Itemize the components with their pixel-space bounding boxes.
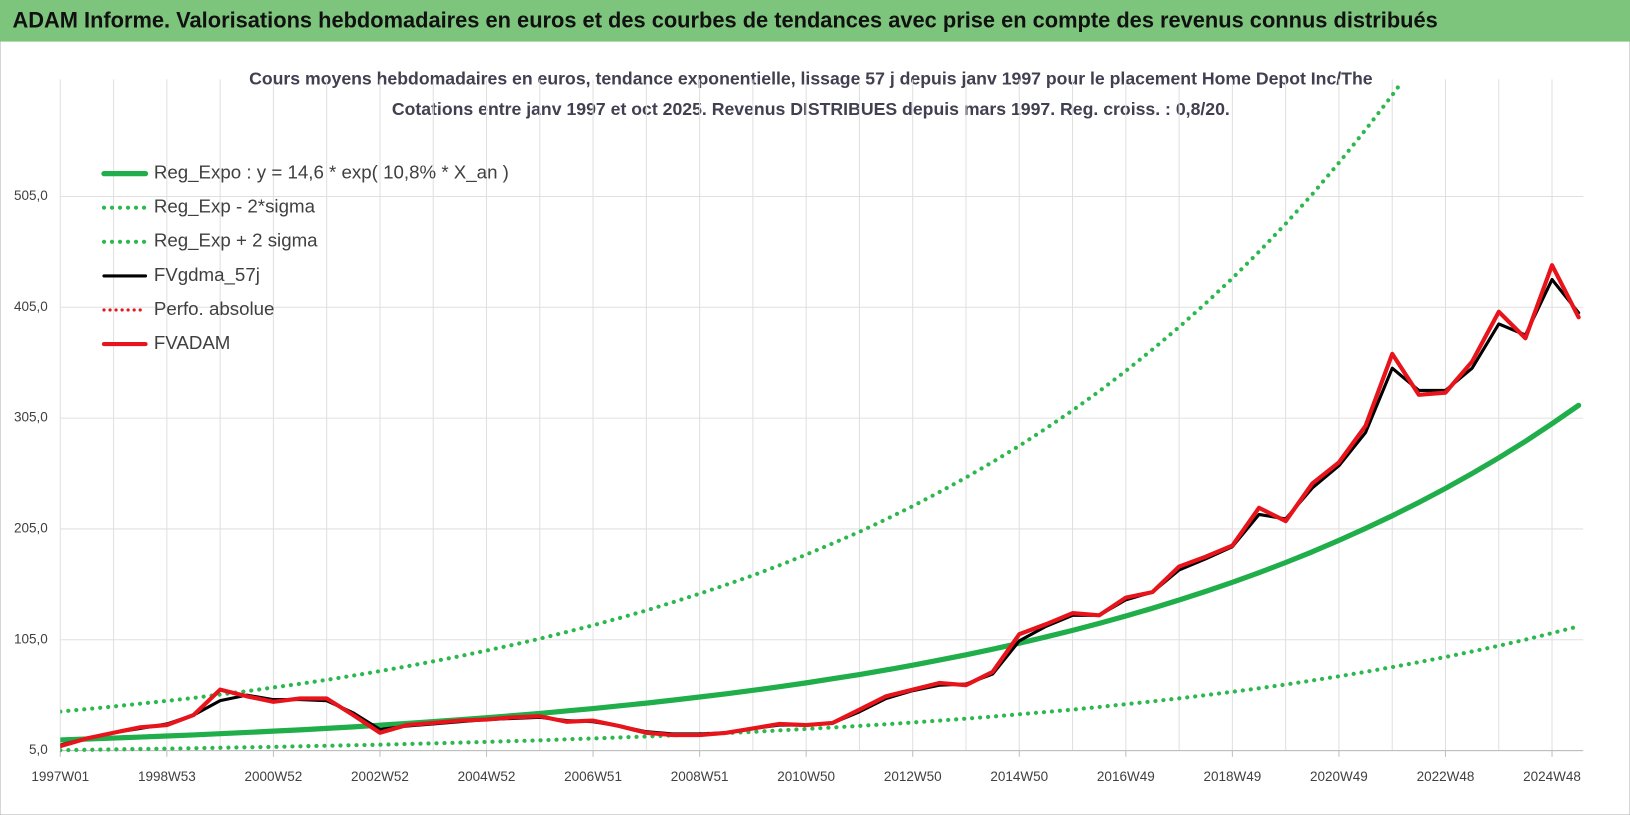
legend-label: Reg_Exp - 2*sigma <box>154 196 316 218</box>
series-line <box>60 263 1581 749</box>
x-tick-label: 2024W48 <box>1523 769 1581 784</box>
x-tick-label: 2004W52 <box>458 769 516 784</box>
series-line <box>60 624 1581 753</box>
x-tick-label: 2002W52 <box>351 769 409 784</box>
legend-label: Perfo. absolue <box>154 298 275 319</box>
x-tick-label: 2010W50 <box>777 769 835 784</box>
x-tick-label: 2008W51 <box>671 769 729 784</box>
x-tick-label: 1997W01 <box>31 769 89 784</box>
plot-area <box>60 83 1582 753</box>
x-tick-label: 2016W49 <box>1097 769 1155 784</box>
legend-label: FVgdma_57j <box>154 264 260 286</box>
y-tick-label: 405,0 <box>14 299 48 314</box>
x-tick-label: 2018W49 <box>1203 769 1261 784</box>
x-tick-label: 2022W48 <box>1417 769 1475 784</box>
y-tick-label: 505,0 <box>14 188 48 203</box>
y-tick-label: 305,0 <box>14 410 48 425</box>
header-bar <box>0 0 1630 42</box>
x-tick-label: 2012W50 <box>884 769 942 784</box>
x-tick-label: 2000W52 <box>245 769 303 784</box>
x-tick-label: 2020W49 <box>1310 769 1368 784</box>
y-tick-label: 205,0 <box>14 520 48 535</box>
chart-title: Cours moyens hebdomadaires en euros, ten… <box>249 69 1373 89</box>
legend-label: Reg_Exp + 2 sigma <box>154 230 318 252</box>
chart-subtitle: Cotations entre janv 1997 et oct 2025. R… <box>392 99 1230 119</box>
x-tick-label: 1998W53 <box>138 769 196 784</box>
header-title: ADAM Informe. Valorisations hebdomadaire… <box>12 8 1437 33</box>
y-tick-label: 5,0 <box>29 742 48 757</box>
y-tick-label: 105,0 <box>14 631 48 646</box>
series-line <box>60 402 1582 743</box>
series-line <box>60 83 1404 714</box>
legend-label: FVADAM <box>154 332 231 353</box>
x-tick-label: 2006W51 <box>564 769 622 784</box>
legend-label: Reg_Expo : y = 14,6 * exp( 10,8% * X_an … <box>154 162 509 184</box>
x-tick-label: 2014W50 <box>990 769 1048 784</box>
